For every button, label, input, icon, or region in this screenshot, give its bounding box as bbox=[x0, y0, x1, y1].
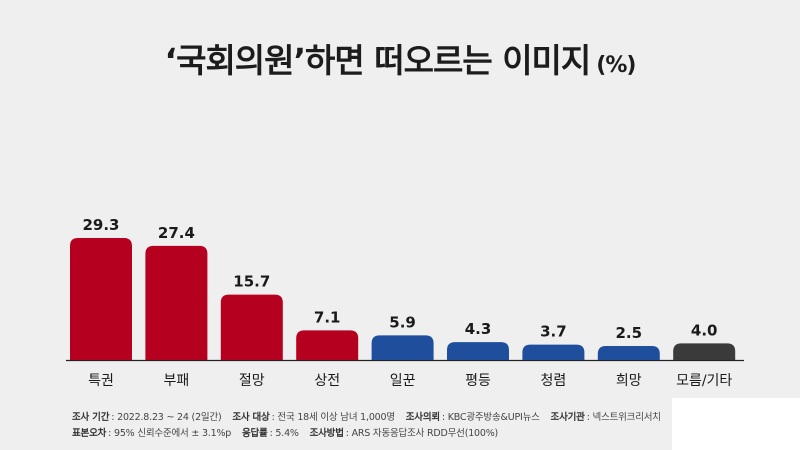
bar-9 bbox=[673, 343, 736, 360]
chart-title: ‘국회의원’하면 떠오르는 이미지 (%) bbox=[0, 34, 800, 82]
category-label: 일꾼 bbox=[390, 373, 416, 389]
data-label: 2.5 bbox=[616, 324, 643, 342]
data-label: 3.7 bbox=[540, 323, 567, 341]
data-label: 5.9 bbox=[389, 313, 416, 331]
footer-value: : 5.4% bbox=[269, 428, 299, 439]
footer-label: 조사 대상 bbox=[232, 412, 270, 423]
footer-value: : 95% 신뢰수준에서 ± 3.1%p bbox=[108, 428, 232, 439]
footer-label: 조사방법 bbox=[309, 428, 344, 439]
data-label: 4.0 bbox=[691, 321, 718, 339]
bar-6 bbox=[447, 342, 509, 360]
bar-chart: 29.3 특권 27.4 부패 15.7 절망 7.1 상전 5.9 일꾼 4.3 평등 3.7 청렴 2.… bbox=[66, 216, 744, 389]
bar-1 bbox=[70, 238, 132, 360]
data-label: 4.3 bbox=[465, 320, 492, 338]
category-label: 모름/기타 bbox=[676, 373, 732, 389]
footer-label: 응답률 bbox=[241, 428, 268, 439]
bar-3 bbox=[220, 294, 283, 360]
category-label: 상전 bbox=[314, 373, 340, 389]
footer-label: 조사기관 bbox=[550, 412, 585, 423]
category-label: 희망 bbox=[616, 373, 642, 389]
survey-info-line-1: 조사 기간: 2022.8.23 ~ 24 (2일간) 조사 대상: 전국 18… bbox=[72, 409, 661, 423]
category-label: 청렴 bbox=[541, 373, 567, 389]
bar-4 bbox=[296, 330, 359, 360]
chart-title-text: ‘국회의원’하면 떠오르는 이미지 bbox=[164, 41, 592, 80]
category-label: 특권 bbox=[88, 373, 114, 389]
survey-info-line-2: 표본오차: 95% 신뢰수준에서 ± 3.1%p 응답률: 5.4% 조사방법:… bbox=[72, 425, 498, 439]
bar-5 bbox=[371, 335, 434, 360]
footer-value: : ARS 자동응답조사 RDD무선(100%) bbox=[345, 428, 499, 439]
footer-label: 표본오차 bbox=[72, 428, 107, 439]
white-overlay-box bbox=[672, 398, 800, 450]
category-label: 부패 bbox=[164, 373, 190, 389]
footer-value: : 넥스트위크리서치 bbox=[586, 412, 661, 423]
data-label: 27.4 bbox=[158, 224, 195, 242]
data-label: 15.7 bbox=[233, 273, 270, 291]
footer-label: 조사 기간 bbox=[72, 412, 110, 423]
footer-value: : 2022.8.23 ~ 24 (2일간) bbox=[111, 412, 222, 423]
category-label: 평등 bbox=[465, 373, 491, 389]
bar-7 bbox=[522, 344, 585, 360]
bar-8 bbox=[597, 346, 660, 360]
data-label: 7.1 bbox=[314, 308, 341, 326]
category-label: 절망 bbox=[239, 373, 265, 389]
footer-value: : 전국 18세 이상 남녀 1,000명 bbox=[271, 412, 396, 423]
chart-title-unit: (%) bbox=[596, 53, 636, 78]
data-label: 29.3 bbox=[82, 216, 119, 234]
bar-2 bbox=[145, 245, 208, 360]
footer-label: 조사의뢰 bbox=[405, 412, 440, 423]
footer-value: : KBC광주방송&UPI뉴스 bbox=[441, 412, 540, 423]
